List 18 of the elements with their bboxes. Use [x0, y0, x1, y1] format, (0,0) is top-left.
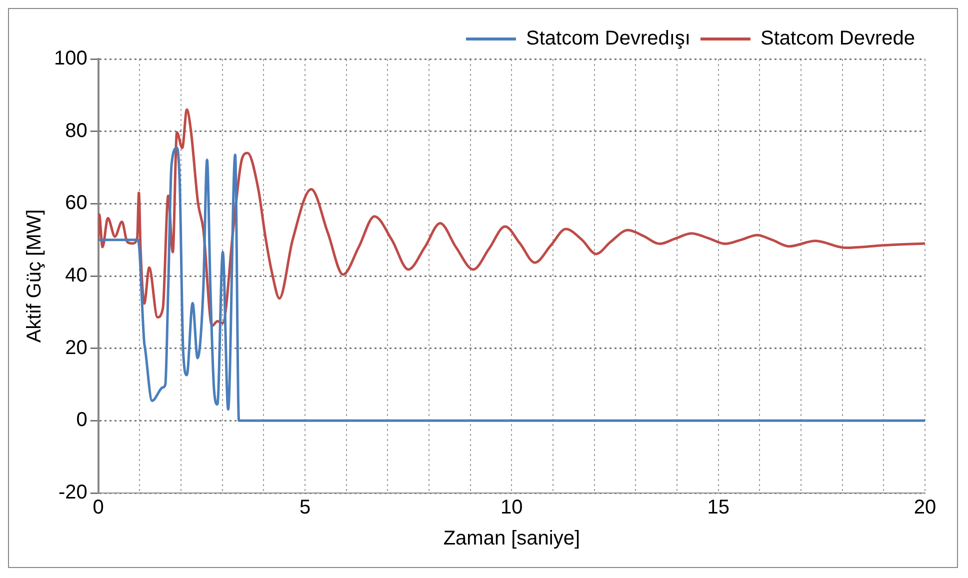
line-series [98, 108, 925, 328]
legend-label: Statcom Devrede [760, 28, 916, 50]
y-tick-label: 60 [65, 192, 88, 214]
x-tick-label: 10 [500, 496, 523, 519]
x-tick-label: 0 [92, 496, 104, 519]
line-series [98, 146, 925, 422]
y-tick-label: -20 [58, 482, 88, 504]
x-axis-title: Zaman [saniye] [443, 528, 580, 550]
x-tick-label: 15 [707, 496, 730, 519]
y-tick-label: 80 [65, 120, 88, 142]
legend-label: Statcom Devredışı [526, 28, 690, 50]
y-tick-label: 0 [76, 409, 88, 432]
y-axis-title: Aktif Güç [MW] [24, 209, 46, 343]
y-tick-label: 20 [65, 336, 88, 359]
x-tick-label: 20 [914, 496, 936, 519]
y-tick-label: 100 [54, 48, 88, 70]
x-tick-label: 5 [299, 496, 311, 519]
y-tick-label: 40 [65, 264, 88, 287]
